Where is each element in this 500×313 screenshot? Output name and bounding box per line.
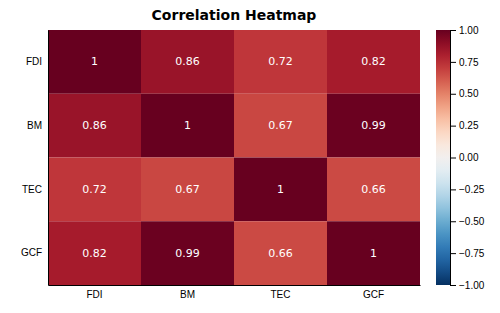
cell (48, 221, 141, 285)
tick: BM (27, 120, 48, 131)
data-label: 0.99 (175, 247, 200, 260)
colorbar-gradient (436, 30, 450, 285)
plot: 1 0.86 0.72 0.82 0.86 1 0.67 0.99 0.72 0.67 1 0.66 0… (21, 25, 485, 300)
cell (327, 158, 420, 222)
tick: 0.75 (450, 57, 479, 68)
tick: BM (180, 285, 195, 300)
tick-label: FDI (86, 289, 102, 300)
data-label: 0.67 (175, 183, 200, 196)
tick-label: −0.25 (459, 184, 485, 195)
tick-label: −1.00 (459, 280, 485, 291)
tick-mark (450, 221, 456, 222)
data-label: 0.66 (268, 247, 293, 260)
tick-mark (450, 285, 456, 286)
colorbar-axis: 1.00 0.75 0.50 0.25 0.00 −0.25 −0.50 −0.75 −1.00 (450, 25, 485, 291)
tick-label: 1.00 (459, 25, 479, 36)
tick-label: −0.50 (459, 216, 485, 227)
cell (48, 158, 141, 222)
tick-label: 0.75 (459, 57, 479, 68)
tick-mark (450, 253, 456, 254)
data-label: 0.86 (82, 119, 107, 132)
data-label: 1 (184, 119, 191, 132)
data-label: 0.67 (268, 119, 293, 132)
axis-line (49, 285, 421, 286)
tick: FDI (86, 285, 102, 300)
title: Correlation Heatmap (152, 7, 317, 23)
data-label: 1 (91, 55, 98, 68)
tick-label: GCF (21, 247, 42, 258)
tick: −0.75 (450, 248, 485, 259)
axis-line (451, 31, 457, 286)
tick: −0.25 (450, 184, 485, 195)
tick-mark (450, 189, 456, 190)
cell (141, 94, 234, 158)
tick: −0.50 (450, 216, 485, 227)
tick-mark (450, 158, 456, 159)
tick: 1.00 (450, 25, 479, 36)
tick-label: FDI (26, 56, 42, 67)
tick-label: TEC (22, 184, 42, 195)
cell (48, 30, 141, 94)
tick-label: BM (180, 289, 195, 300)
data-label: 0.72 (82, 183, 107, 196)
tick-mark (450, 126, 456, 127)
y-axis: FDI BM TEC GCF (21, 31, 49, 286)
tick: GCF (363, 285, 384, 300)
colorbar: 1.00 0.75 0.50 0.25 0.00 −0.25 −0.50 −0.75 −1.00 (436, 25, 485, 291)
cell (234, 94, 327, 158)
tick-label: 0.00 (459, 152, 479, 163)
cell (327, 221, 420, 285)
data-label: 0.99 (361, 119, 386, 132)
tick: FDI (26, 56, 48, 67)
data-label: 1 (370, 247, 377, 260)
tick: 0.00 (450, 152, 479, 163)
cell (141, 158, 234, 222)
cell (234, 30, 327, 94)
data-label: 0.86 (175, 55, 200, 68)
tick-label: 0.50 (459, 88, 479, 99)
cell (234, 158, 327, 222)
tick-label: −0.75 (459, 248, 485, 259)
data-label: 0.82 (82, 247, 107, 260)
tick-mark (450, 62, 456, 63)
tick: 0.25 (450, 120, 479, 131)
cell (234, 221, 327, 285)
tick-label: TEC (271, 289, 291, 300)
tick: GCF (21, 247, 48, 258)
cell (327, 30, 420, 94)
cell (141, 30, 234, 94)
cell (48, 94, 141, 158)
tick: TEC (22, 184, 48, 195)
data-label: 1 (277, 183, 284, 196)
data-labels: 1 0.86 0.72 0.82 0.86 1 0.67 0.99 0.72 0.67 1 0.66 0… (82, 55, 386, 259)
data-label: 0.72 (268, 55, 293, 68)
x-axis: FDI BM TEC GCF (49, 285, 421, 300)
tick: −1.00 (450, 280, 485, 291)
cell (141, 221, 234, 285)
data-label: 0.82 (361, 55, 386, 68)
tick-mark (450, 94, 456, 95)
tick-label: 0.25 (459, 120, 479, 131)
data-label: 0.66 (361, 183, 386, 196)
tick-mark (450, 30, 456, 31)
tick-label: GCF (363, 289, 384, 300)
cell (327, 94, 420, 158)
tick: TEC (271, 285, 291, 300)
tick-label: BM (27, 120, 42, 131)
tick: 0.50 (450, 88, 479, 99)
axis-line (48, 31, 49, 286)
cells (48, 30, 420, 285)
chart: 1 0.86 0.72 0.82 0.86 1 0.67 0.99 0.72 0.67 1 0.66 0… (0, 0, 500, 313)
